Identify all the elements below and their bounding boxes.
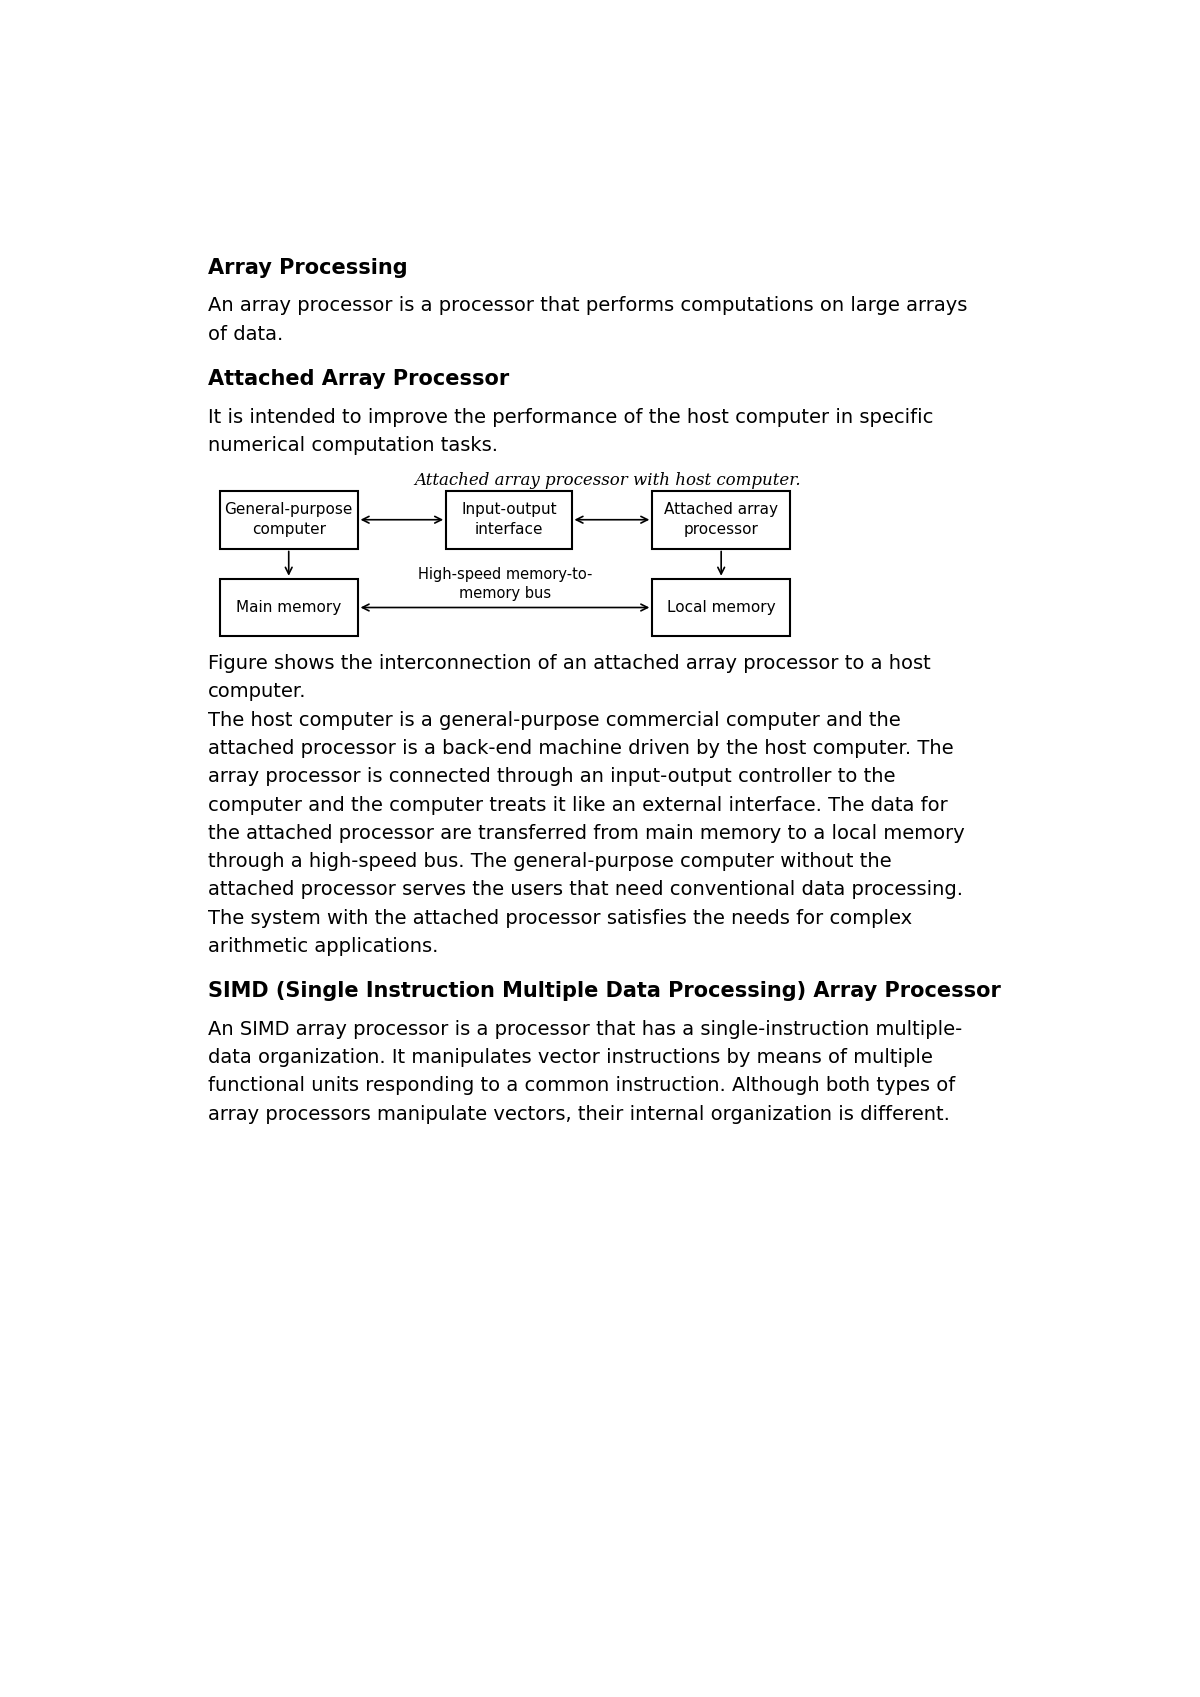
- Bar: [220, 579, 358, 636]
- Text: Main memory: Main memory: [236, 601, 341, 614]
- Text: Figure shows the interconnection of an attached array processor to a host
comput: Figure shows the interconnection of an a…: [208, 653, 965, 955]
- Text: Attached array
processor: Attached array processor: [664, 502, 778, 538]
- Text: SIMD (Single Instruction Multiple Data Processing) Array Processor: SIMD (Single Instruction Multiple Data P…: [208, 981, 1001, 1001]
- Text: Local memory: Local memory: [667, 601, 775, 614]
- Bar: [446, 490, 571, 548]
- Text: High-speed memory-to-
memory bus: High-speed memory-to- memory bus: [418, 567, 592, 601]
- Text: Attached array processor with host computer.: Attached array processor with host compu…: [414, 472, 800, 489]
- Text: Input-output
interface: Input-output interface: [461, 502, 557, 538]
- Text: An array processor is a processor that performs computations on large arrays
of : An array processor is a processor that p…: [208, 295, 967, 344]
- Text: General-purpose
computer: General-purpose computer: [224, 502, 353, 538]
- Text: It is intended to improve the performance of the host computer in specific
numer: It is intended to improve the performanc…: [208, 407, 934, 455]
- Text: Attached Array Processor: Attached Array Processor: [208, 370, 509, 389]
- Bar: [653, 490, 790, 548]
- Text: Array Processing: Array Processing: [208, 258, 408, 278]
- Bar: [653, 579, 790, 636]
- Bar: [220, 490, 358, 548]
- Text: An SIMD array processor is a processor that has a single-instruction multiple-
d: An SIMD array processor is a processor t…: [208, 1020, 962, 1123]
